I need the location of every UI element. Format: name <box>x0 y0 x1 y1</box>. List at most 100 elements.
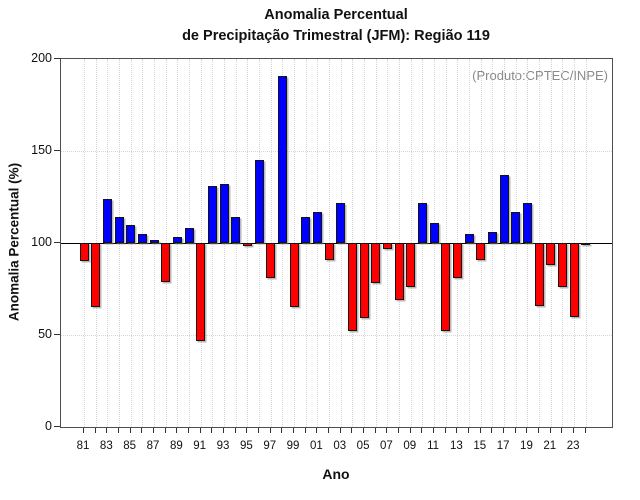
y-tick-label-150: 150 <box>31 143 52 157</box>
bar-2005 <box>359 243 369 319</box>
x-tick-2024 <box>584 428 586 433</box>
x-tick-2013 <box>456 428 458 433</box>
x-tick-label-91: 91 <box>193 440 207 452</box>
x-tick-label-23: 23 <box>566 440 580 452</box>
x-tick-2021 <box>549 428 551 433</box>
x-tick-1997 <box>269 428 271 433</box>
gridline-horizontal-150 <box>61 151 612 152</box>
x-tick-1983 <box>106 428 108 433</box>
bar-2004 <box>347 243 357 332</box>
bar-1997 <box>266 243 276 278</box>
bar-2007 <box>382 243 392 249</box>
x-tick-1993 <box>223 428 225 433</box>
x-tick-2020 <box>538 428 540 433</box>
bar-2018 <box>511 211 521 243</box>
x-tick-1992 <box>211 428 213 433</box>
bar-2008 <box>394 243 404 301</box>
x-tick-label-93: 93 <box>216 440 230 452</box>
bar-1999 <box>289 243 299 308</box>
bar-2016 <box>487 231 497 243</box>
x-tick-2023 <box>573 428 575 433</box>
x-tick-1989 <box>176 428 178 433</box>
bar-2021 <box>546 243 556 266</box>
x-tick-2011 <box>433 428 435 433</box>
x-tick-1994 <box>234 428 236 433</box>
x-tick-2003 <box>339 428 341 433</box>
bar-1988 <box>161 243 171 282</box>
bar-1996 <box>254 160 264 243</box>
chart-title-line1: Anomalia Percentual <box>264 7 408 23</box>
bar-2000 <box>301 217 311 243</box>
chart-title-line2: de Precipitação Trimestral (JFM): Região… <box>182 28 490 44</box>
y-tick-label-100: 100 <box>31 235 52 249</box>
x-tick-label-09: 09 <box>403 440 417 452</box>
bar-2024 <box>581 243 591 245</box>
y-tick-100 <box>54 242 60 243</box>
x-tick-1982 <box>94 428 96 433</box>
x-tick-1996 <box>258 428 260 433</box>
bar-2006 <box>371 243 381 284</box>
baseline-100 <box>61 243 612 244</box>
bar-1984 <box>114 217 124 243</box>
x-tick-label-13: 13 <box>450 440 463 452</box>
bar-2013 <box>452 243 462 278</box>
bar-2012 <box>441 243 451 332</box>
bar-1982 <box>91 243 101 308</box>
x-tick-2017 <box>503 428 505 433</box>
x-tick-1988 <box>164 428 166 433</box>
y-tick-label-200: 200 <box>31 51 52 65</box>
x-tick-label-95: 95 <box>239 440 253 452</box>
x-tick-2019 <box>526 428 528 433</box>
bar-2001 <box>312 211 322 243</box>
bar-2022 <box>557 243 567 288</box>
x-tick-label-17: 17 <box>496 440 510 452</box>
x-tick-2007 <box>386 428 388 433</box>
x-tick-1999 <box>293 428 295 433</box>
bar-2023 <box>569 243 579 317</box>
y-tick-0 <box>54 426 60 427</box>
bar-2011 <box>429 222 439 243</box>
y-tick-200 <box>54 58 60 59</box>
x-tick-2006 <box>374 428 376 433</box>
chart-title: Anomalia Percentual de Precipitação Trim… <box>60 5 612 47</box>
x-tick-label-81: 81 <box>76 440 90 452</box>
x-tick-1987 <box>153 428 155 433</box>
x-tick-1985 <box>129 428 131 433</box>
x-tick-2015 <box>479 428 481 433</box>
x-tick-label-05: 05 <box>356 440 370 452</box>
x-tick-1991 <box>199 428 201 433</box>
bar-1986 <box>137 233 147 243</box>
x-tick-label-01: 01 <box>309 440 323 452</box>
bar-2014 <box>464 233 474 243</box>
x-tick-label-99: 99 <box>286 440 300 452</box>
x-tick-label-15: 15 <box>473 440 487 452</box>
bar-2015 <box>476 243 486 260</box>
x-tick-2005 <box>363 428 365 433</box>
x-tick-label-11: 11 <box>427 440 440 452</box>
x-tick-1995 <box>246 428 248 433</box>
bar-2003 <box>336 202 346 243</box>
x-tick-2014 <box>468 428 470 433</box>
x-tick-1981 <box>83 428 84 433</box>
y-tick-50 <box>54 334 60 335</box>
x-tick-1984 <box>118 428 119 433</box>
bar-1990 <box>184 228 194 243</box>
y-tick-150 <box>54 150 60 151</box>
plot-area: (Produto:CPTEC/INPE) <box>60 58 613 428</box>
bar-2019 <box>522 202 532 243</box>
bar-1994 <box>231 217 241 243</box>
x-tick-2016 <box>491 428 493 433</box>
bar-1989 <box>172 237 182 243</box>
bar-2017 <box>499 174 509 243</box>
x-tick-label-97: 97 <box>263 440 277 452</box>
x-tick-label-03: 03 <box>333 440 347 452</box>
x-tick-label-87: 87 <box>146 440 160 452</box>
x-tick-2018 <box>514 428 516 433</box>
x-tick-label-89: 89 <box>169 440 183 452</box>
bar-2002 <box>324 243 334 260</box>
bar-1981 <box>79 243 89 262</box>
x-tick-2008 <box>398 428 400 433</box>
bar-1983 <box>102 198 112 243</box>
x-tick-label-21: 21 <box>543 440 557 452</box>
